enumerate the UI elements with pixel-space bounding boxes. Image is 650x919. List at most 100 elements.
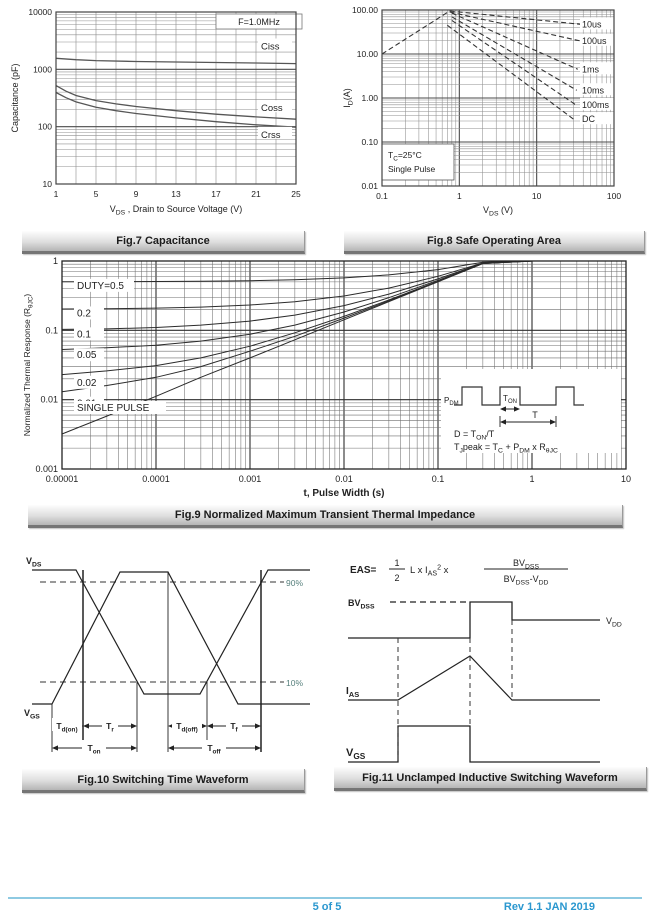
svg-text:0.001: 0.001 [239,474,262,484]
fig9-duty-label: 0.05 [77,350,97,361]
fig10-switching-waveform-diagram: 90% 10% VDS VGS Td(on) Tr Td(off) Tf Ton Toff [24,556,310,755]
svg-text:100: 100 [38,122,52,132]
fig8-note-temp: TC=25°C [388,150,422,162]
fig7-series-label: Ciss [261,42,280,53]
fig7-series-label: Crss [261,130,281,141]
svg-text:0.01: 0.01 [361,181,378,191]
fig10-timing-label: Td(on) [56,721,77,733]
fig10-90pct-label: 90% [286,578,303,588]
fig7-ylabel: Capacitance (pF) [10,63,20,132]
fig7-series-label: Coss [261,103,283,114]
fig8-safe-operating-area-chart: 10us 100us 1ms 10ms 100ms DC TC=25°C Single Pul… [342,5,621,218]
svg-text:10000: 10000 [28,7,52,17]
fig7-capacitance-chart: Ciss Coss Crss F=1.0MHz 10 100 1000 10000 1 5 9 13 1… [10,7,303,217]
fig10-vgs-label: VGS [24,708,40,721]
fig8-xlabel: VDS (V) [483,205,513,218]
fig10-timing-label: Toff [207,743,221,755]
svg-text:1.00: 1.00 [361,93,378,103]
fig7-xlabel: VDS , Drain to Source Voltage (V) [110,204,243,217]
svg-text:0.10: 0.10 [361,137,378,147]
svg-text:BVDSS: BVDSS [513,558,539,571]
fig10-timing-label: Tf [230,721,238,733]
svg-text:0.01: 0.01 [335,474,353,484]
fig8-series-label: 10ms [582,85,605,95]
svg-text:0.1: 0.1 [432,474,445,484]
svg-text:13: 13 [171,189,181,199]
fig8-ylabel: ID(A) [342,88,355,107]
fig9-duty-label: 0.1 [77,329,91,340]
svg-text:0.001: 0.001 [35,464,58,474]
svg-text:0.1: 0.1 [376,191,388,201]
fig9-duty-label: DUTY=0.5 [77,281,124,292]
fig10-10pct-label: 10% [286,678,303,688]
fig9-inset-ton: TON [503,394,517,405]
svg-text:1: 1 [394,558,399,568]
svg-text:10: 10 [43,179,53,189]
fig11-caption: Fig.11 Unclamped Inductive Switching Wav… [334,767,647,791]
fig9-inset-t: T [532,410,538,420]
fig9-inset-pdm: PDM [444,396,459,407]
fig7-grid [56,12,296,184]
svg-text:BVDSS-VDD: BVDSS-VDD [504,574,549,587]
fig8-series-label: 100us [582,36,607,46]
fig10-vds-label: VDS [26,556,42,569]
fig8-series-label: 100ms [582,100,610,110]
footer-revision: Rev 1.1 JAN 2019 [503,901,595,913]
fig11-vdd-label: VDD [606,616,622,629]
svg-text:17: 17 [211,189,221,199]
svg-text:1: 1 [53,256,58,266]
fig9-ylabel: Normalized Thermal Response (RθJC) [22,294,34,437]
fig10-timing-label: Tr [106,721,114,733]
fig8-series-label: 10us [582,19,602,29]
svg-text:1: 1 [54,189,59,199]
fig11-bvdss-label: BVDSS [348,598,375,611]
svg-text:1: 1 [457,191,462,201]
fig9-single-pulse-label: SINGLE PULSE [77,403,150,414]
fig11-dashed-markers [397,620,513,762]
svg-text:9: 9 [134,189,139,199]
svg-text:100: 100 [607,191,621,201]
fig11-inductive-switching-diagram: EAS= 1 2 L x IAS2 x BVDSS BVDSS-VDD BVDSS VDD IA… [346,558,622,763]
fig9-xlabel: t, Pulse Width (s) [303,488,384,499]
fig8-note-pulse: Single Pulse [388,164,436,174]
svg-text:0.1: 0.1 [45,325,58,335]
svg-text:L x IAS2 x: L x IAS2 x [410,563,449,577]
svg-text:10: 10 [532,191,542,201]
svg-text:2: 2 [394,573,399,583]
svg-text:21: 21 [251,189,261,199]
fig9-inset-eq2: TJpeak = TC + PDM x RθJC [454,442,558,455]
footer-divider [8,897,642,899]
fig7-series [55,57,297,128]
fig8-series-label: DC [582,114,595,124]
fig10-timing-label: Ton [87,743,100,755]
svg-text:0.00001: 0.00001 [46,474,79,484]
svg-text:25: 25 [291,189,301,199]
fig7-caption: Fig.7 Capacitance [22,231,305,254]
svg-text:5: 5 [94,189,99,199]
fig10-timing-label: Td(off) [176,721,198,733]
fig9-duty-label: 0.2 [77,308,91,319]
fig7-annotation: F=1.0MHz [238,17,280,27]
fig9-series [61,260,626,435]
footer-page-number: 5 of 5 [312,901,342,913]
fig9-thermal-impedance-chart: DUTY=0.5 0.2 0.1 0.05 0.02 0.01 SINGLE PULSE PD… [22,256,631,499]
fig10-waveforms [32,569,310,705]
svg-text:0.01: 0.01 [40,395,58,405]
svg-text:10.00: 10.00 [357,49,379,59]
svg-text:0.0001: 0.0001 [142,474,170,484]
fig10-caption: Fig.10 Switching Time Waveform [22,769,305,793]
fig9-duty-label: 0.02 [77,378,97,389]
fig9-inset-eq1: D = TON/T [454,429,495,442]
svg-text:1: 1 [529,474,534,484]
fig8-caption: Fig.8 Safe Operating Area [344,231,645,254]
fig8-series [381,10,582,120]
svg-text:100.00: 100.00 [352,5,378,15]
svg-text:10: 10 [621,474,631,484]
fig11-eas: EAS= [350,565,377,576]
fig9-caption: Fig.9 Normalized Maximum Transient Therm… [28,505,623,528]
svg-text:1000: 1000 [33,64,52,74]
fig11-vgs-label: VGS [346,747,366,761]
fig11-ias-label: IAS [346,686,359,699]
